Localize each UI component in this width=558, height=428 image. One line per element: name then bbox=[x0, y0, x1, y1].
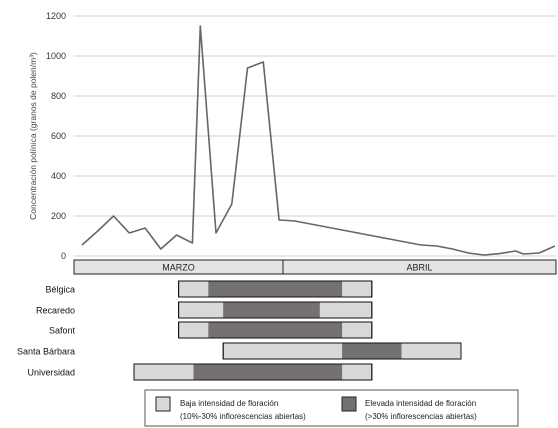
month-label: ABRIL bbox=[406, 263, 432, 273]
high-intensity-bar bbox=[193, 364, 343, 380]
legend-swatch-low bbox=[155, 396, 171, 412]
bar-outline bbox=[178, 301, 373, 319]
flowering-row-label: Safont bbox=[49, 326, 76, 336]
legend-box bbox=[144, 389, 519, 427]
flowering-row-label: Santa Bárbara bbox=[17, 347, 75, 357]
series-line bbox=[81, 25, 556, 256]
flowering-bars: Bélgica Recaredo Safont Santa Bárbara Univer… bbox=[17, 280, 462, 381]
bar-outline bbox=[133, 363, 373, 381]
legend: Baja intensidad de floración (10%-30% inf… bbox=[144, 389, 519, 427]
bar-outline bbox=[222, 342, 462, 360]
flowering-row-label: Recaredo bbox=[36, 306, 75, 316]
high-intensity-bar bbox=[208, 322, 343, 338]
bar-outline bbox=[178, 321, 373, 339]
month-cell-abril bbox=[282, 259, 557, 275]
series-line-0 bbox=[81, 25, 556, 256]
gridlines bbox=[74, 15, 556, 257]
high-intensity-bar bbox=[223, 302, 320, 318]
y-tick-label: 400 bbox=[51, 171, 66, 181]
bar-outline bbox=[178, 280, 373, 298]
legend-high-line1: Elevada intensidad de floración bbox=[365, 399, 476, 408]
y-tick-label: 1000 bbox=[46, 51, 66, 61]
y-axis-label: Concentración polínica (granos de polen/… bbox=[28, 52, 38, 220]
y-tick-label: 600 bbox=[51, 131, 66, 141]
month-label: MARZO bbox=[162, 263, 195, 273]
legend-swatch-high bbox=[341, 396, 357, 412]
y-axis-ticks: 0 200 400 600 800 1000 1200 bbox=[46, 11, 66, 261]
flowering-row-label: Universidad bbox=[27, 368, 75, 378]
high-intensity-bar bbox=[342, 343, 402, 359]
y-tick-label: 1200 bbox=[46, 11, 66, 21]
y-tick-label: 200 bbox=[51, 211, 66, 221]
y-tick-label: 800 bbox=[51, 91, 66, 101]
legend-high-line2: (>30% inflorescencias abiertas) bbox=[365, 412, 477, 421]
month-band: MARZO ABRIL bbox=[73, 259, 557, 275]
legend-low-line1: Baja intensidad de floración bbox=[180, 399, 278, 408]
y-tick-label: 0 bbox=[61, 251, 66, 261]
flowering-row-label: Bélgica bbox=[45, 285, 75, 295]
high-intensity-bar bbox=[208, 281, 343, 297]
legend-low-line2: (10%-30% inflorescencias abiertas) bbox=[180, 412, 306, 421]
